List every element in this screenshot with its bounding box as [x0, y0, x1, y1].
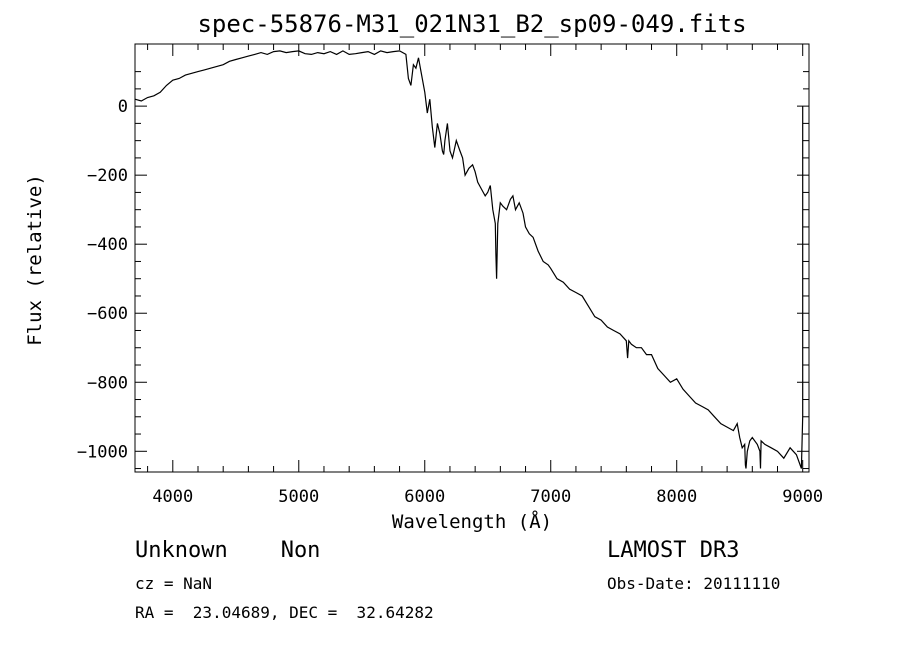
axis-ticks	[135, 44, 809, 472]
y-tick-label: −600	[87, 304, 128, 324]
x-tick-label: 6000	[404, 487, 445, 507]
chart-title: spec-55876-M31_021N31_B2_sp09-049.fits	[197, 10, 746, 38]
object-class: Unknown Non	[135, 538, 321, 563]
ra-dec: RA = 23.04689, DEC = 32.64282	[135, 603, 434, 622]
spectrum-line	[134, 50, 804, 469]
y-tick-label: −400	[87, 235, 128, 255]
x-axis-label: Wavelength (Å)	[392, 510, 552, 533]
y-tick-label: −200	[87, 166, 128, 186]
x-tick-label: 5000	[278, 487, 319, 507]
tick-labels: 4000 5000 6000 7000 8000 9000 0 −200 −400 −600 −80…	[77, 97, 823, 507]
cz-value: cz = NaN	[135, 574, 213, 593]
y-tick-label: −800	[87, 373, 128, 393]
y-tick-label: −1000	[77, 442, 128, 462]
x-tick-label: 7000	[530, 487, 571, 507]
y-axis-label: Flux (relative)	[24, 174, 46, 346]
x-tick-label: 9000	[782, 487, 823, 507]
x-tick-label: 8000	[656, 487, 697, 507]
x-tick-label: 4000	[152, 487, 193, 507]
survey-label: LAMOST DR3	[607, 538, 740, 563]
y-tick-label: 0	[118, 97, 128, 117]
obs-date: Obs-Date: 20111110	[607, 574, 781, 593]
plot-frame	[134, 43, 810, 473]
